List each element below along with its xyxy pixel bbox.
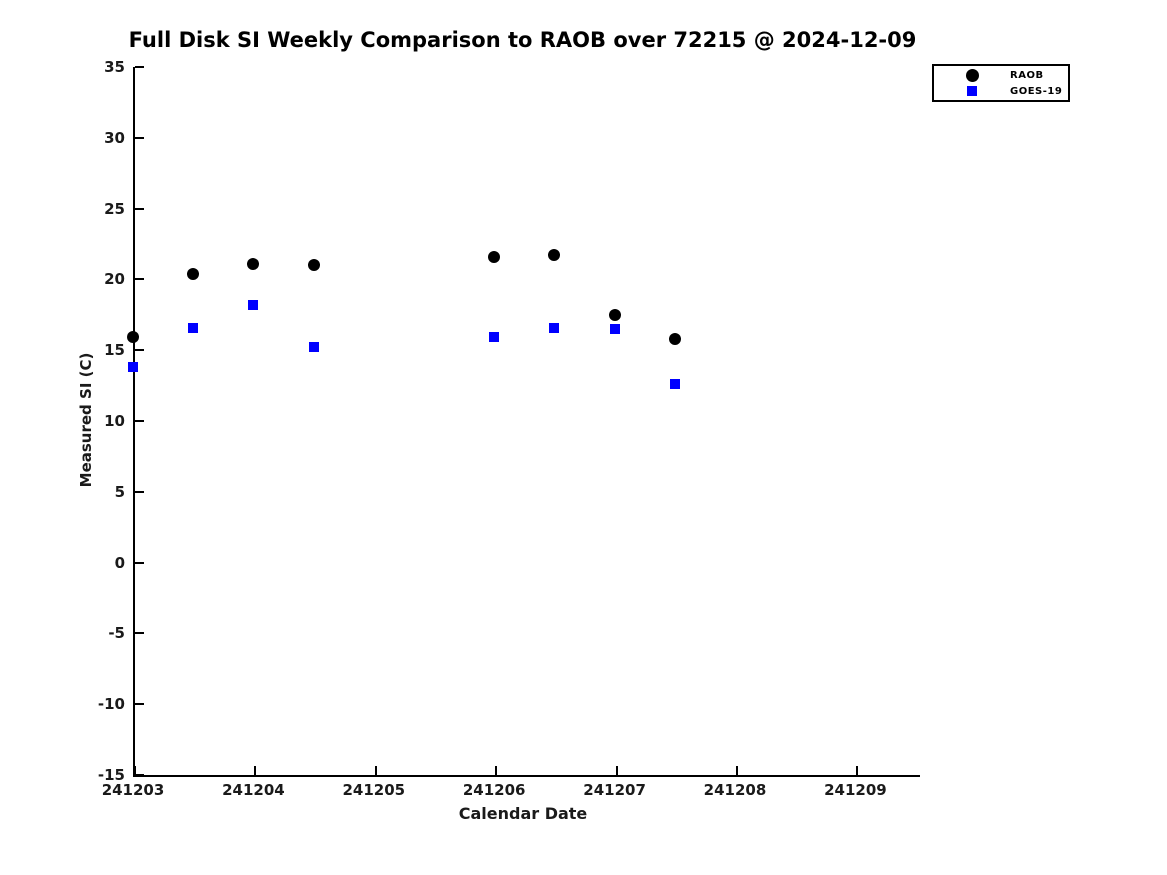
legend-marker-cell: [934, 86, 1010, 96]
data-point-goes-19: [188, 322, 199, 333]
data-point-goes-19: [609, 323, 620, 334]
chart-title: Full Disk SI Weekly Comparison to RAOB o…: [128, 28, 917, 52]
legend-label: GOES-19: [1010, 85, 1063, 97]
y-tick-mark: [135, 490, 144, 493]
y-tick-label: 0: [114, 553, 125, 572]
x-tick-label: 241205: [342, 781, 406, 799]
data-point-raob: [548, 249, 561, 262]
legend-entry-raob: RAOB: [934, 67, 1068, 83]
y-tick-mark: [135, 66, 144, 68]
y-tick-mark: [135, 349, 144, 352]
x-tick-mark: [735, 766, 738, 775]
legend-label: RAOB: [1010, 69, 1044, 81]
raob-circle-icon: [965, 68, 979, 82]
x-tick-mark: [134, 766, 136, 775]
y-tick-mark: [135, 136, 144, 139]
x-tick-mark: [615, 766, 618, 775]
data-point-goes-19: [489, 332, 500, 343]
goes-19-square-icon: [967, 86, 977, 96]
y-tick-label: 10: [104, 412, 125, 430]
x-tick-mark: [374, 766, 377, 775]
data-point-raob: [668, 332, 681, 345]
legend-entry-goes-19: GOES-19: [934, 83, 1068, 99]
data-point-raob: [127, 331, 139, 344]
y-tick-mark: [135, 278, 144, 281]
y-tick-label: 15: [104, 341, 125, 360]
x-axis-label: Calendar Date: [458, 804, 588, 823]
data-point-raob: [608, 308, 621, 321]
y-tick-mark: [135, 561, 144, 564]
legend-marker-cell: [934, 68, 1010, 82]
data-point-raob: [488, 250, 501, 263]
x-tick-mark: [254, 766, 257, 775]
data-point-goes-19: [308, 342, 319, 353]
x-tick-label: 241209: [824, 781, 887, 799]
x-tick-mark: [495, 766, 498, 775]
x-tick-label: 241204: [222, 781, 285, 799]
x-tick-label: 241208: [703, 781, 767, 799]
data-point-raob: [307, 259, 320, 272]
y-tick-label: 5: [114, 482, 125, 501]
plot-area: [133, 66, 920, 777]
data-point-raob: [187, 267, 200, 280]
y-tick-mark: [135, 420, 144, 422]
y-tick-label: -15: [97, 766, 125, 784]
x-tick-label: 241207: [583, 781, 646, 799]
x-tick-label: 241206: [462, 781, 526, 799]
y-tick-label: 35: [104, 58, 125, 76]
data-point-goes-19: [669, 379, 680, 390]
data-point-raob: [247, 257, 260, 270]
y-tick-mark: [135, 207, 144, 210]
data-point-goes-19: [128, 362, 138, 373]
data-point-goes-19: [549, 322, 560, 333]
y-tick-mark: [135, 774, 144, 776]
x-tick-mark: [856, 766, 859, 775]
y-tick-label: 30: [104, 128, 125, 147]
data-point-goes-19: [248, 299, 259, 310]
y-tick-label: 20: [104, 270, 125, 289]
y-tick-label: 25: [104, 199, 125, 218]
y-tick-label: -10: [97, 695, 125, 714]
x-tick-label: 241203: [101, 781, 165, 799]
y-tick-mark: [135, 632, 144, 635]
y-tick-label: -5: [108, 624, 125, 643]
legend: RAOB GOES-19: [932, 64, 1070, 102]
y-tick-mark: [135, 703, 144, 706]
